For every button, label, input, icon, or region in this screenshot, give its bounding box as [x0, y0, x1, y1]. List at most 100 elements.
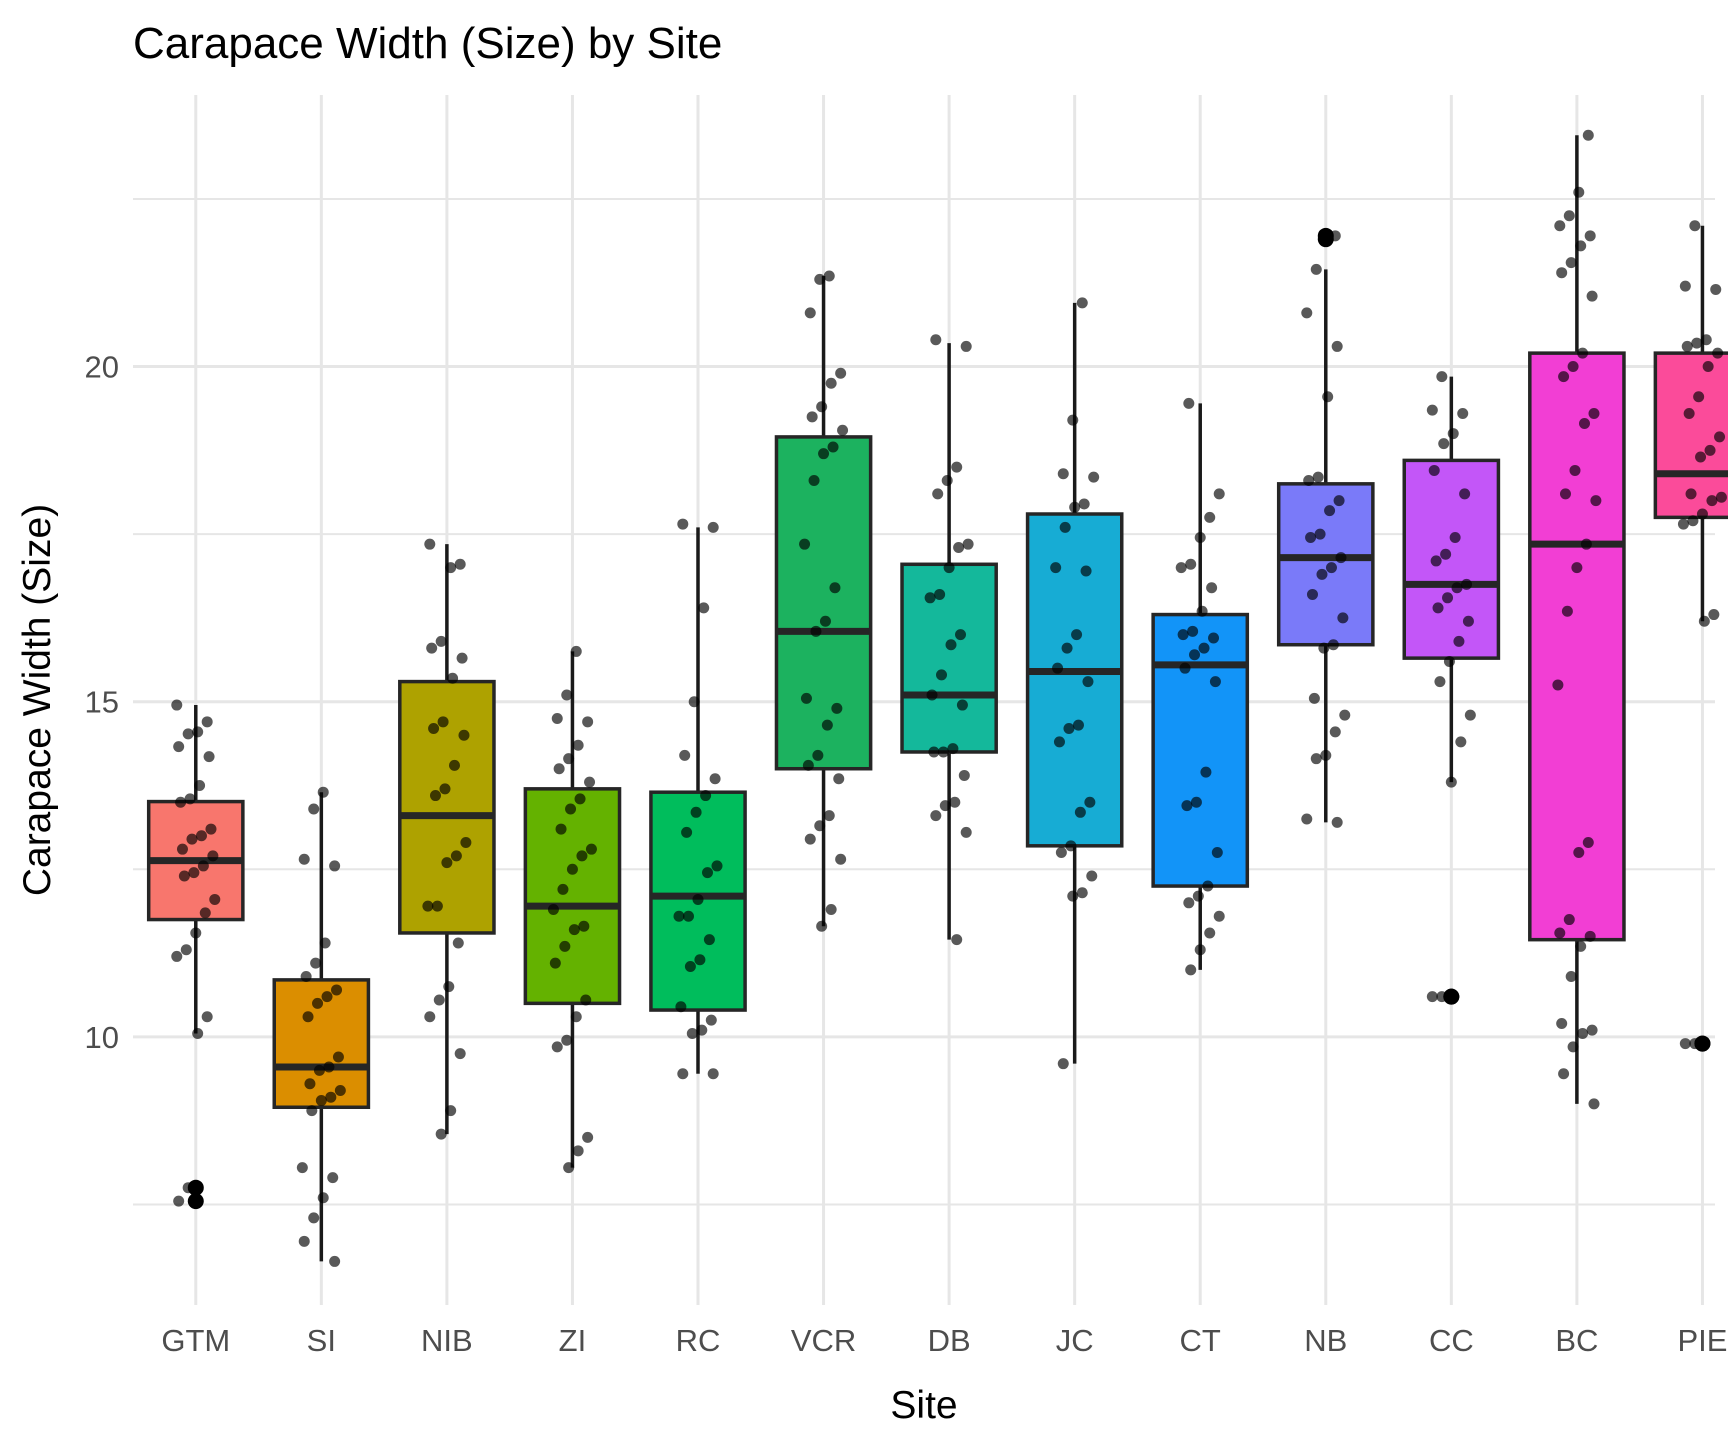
data-point	[1702, 361, 1714, 373]
box-series	[146, 135, 1728, 1262]
data-point	[1685, 488, 1697, 500]
data-point	[673, 910, 685, 922]
data-point	[1200, 766, 1212, 778]
data-point	[190, 927, 202, 939]
data-point	[945, 639, 957, 651]
data-point	[926, 689, 938, 701]
data-point	[553, 763, 565, 775]
box-si	[272, 978, 371, 1110]
data-point	[814, 820, 826, 832]
data-point	[1333, 495, 1345, 507]
data-point	[806, 411, 818, 423]
data-point	[443, 981, 455, 993]
data-point	[943, 562, 955, 574]
x-tick-label: BC	[1555, 1323, 1598, 1358]
x-tick-label: SI	[307, 1323, 336, 1358]
data-point	[960, 826, 972, 838]
data-point	[1189, 649, 1201, 661]
data-point	[700, 790, 712, 802]
data-point	[1695, 451, 1707, 463]
data-point	[308, 803, 320, 815]
data-point	[694, 954, 706, 966]
box-db	[900, 562, 998, 754]
data-point	[171, 699, 183, 711]
data-point	[205, 823, 217, 835]
data-point	[312, 997, 324, 1009]
data-point	[192, 726, 204, 738]
data-point	[930, 334, 942, 346]
data-point	[450, 850, 462, 862]
data-point	[580, 994, 592, 1006]
data-point	[298, 853, 310, 865]
y-axis-title: Carapace Width (Size)	[16, 504, 59, 896]
data-point	[441, 857, 453, 869]
data-point	[561, 1034, 573, 1046]
data-point	[1196, 605, 1208, 617]
data-point	[1567, 1041, 1579, 1053]
data-point	[1712, 347, 1724, 359]
data-point	[1436, 991, 1448, 1003]
data-point	[1310, 753, 1322, 765]
data-point	[1573, 847, 1585, 859]
data-point	[1677, 518, 1689, 530]
data-point	[1582, 129, 1594, 141]
data-point	[186, 833, 198, 845]
data-point	[1696, 508, 1708, 520]
data-point	[1208, 632, 1220, 644]
data-point	[829, 582, 841, 594]
data-point	[559, 940, 571, 952]
data-point	[939, 800, 951, 812]
data-point	[705, 1014, 717, 1026]
data-point	[800, 692, 812, 704]
data-point	[1055, 847, 1067, 859]
data-point	[424, 1011, 436, 1023]
data-point	[1582, 836, 1594, 848]
data-point	[681, 826, 693, 838]
data-point	[825, 904, 837, 916]
data-point	[1710, 283, 1722, 295]
data-point	[424, 538, 436, 550]
data-point	[1331, 816, 1343, 828]
data-point	[1082, 676, 1094, 688]
data-point	[452, 937, 464, 949]
data-point	[555, 823, 567, 835]
data-point	[308, 1212, 320, 1224]
data-point	[1567, 361, 1579, 373]
data-point	[1198, 642, 1210, 654]
box-vcr	[774, 435, 873, 771]
data-point	[209, 893, 221, 905]
data-point	[1586, 1024, 1598, 1036]
data-point	[1211, 847, 1223, 859]
data-point	[1067, 414, 1079, 426]
box-ct	[1151, 612, 1250, 888]
data-point	[313, 1064, 325, 1076]
data-point	[1432, 602, 1444, 614]
data-point	[585, 843, 597, 855]
data-point	[317, 786, 329, 798]
data-point	[173, 1195, 185, 1207]
data-point	[1308, 692, 1320, 704]
data-point	[572, 1145, 584, 1157]
box-bc	[1528, 351, 1626, 942]
data-point	[1565, 257, 1577, 269]
data-point	[304, 1078, 316, 1090]
data-point	[1059, 521, 1071, 533]
data-point	[1558, 371, 1570, 383]
data-point	[1681, 340, 1693, 352]
data-point	[1714, 431, 1726, 443]
data-point	[1175, 562, 1187, 574]
data-point	[1584, 930, 1596, 942]
data-point	[1335, 552, 1347, 564]
data-point	[1088, 471, 1100, 483]
data-point	[1715, 491, 1727, 503]
data-point	[810, 625, 822, 637]
data-point	[1204, 927, 1216, 939]
data-point	[1314, 528, 1326, 540]
data-point	[709, 773, 721, 785]
x-tick-label: VCR	[791, 1323, 856, 1358]
data-point	[325, 1091, 337, 1103]
data-point	[431, 900, 443, 912]
data-point	[422, 900, 434, 912]
data-point	[1084, 796, 1096, 808]
